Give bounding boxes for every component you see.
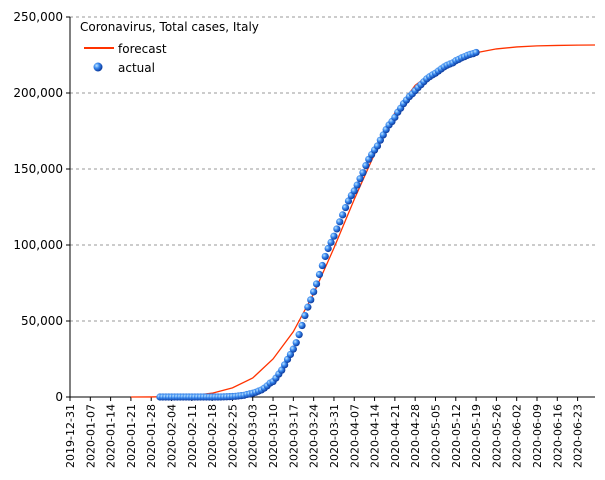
actual-point [379,131,387,139]
x-tick-label: 2020-05-19 [470,404,483,468]
actual-point [350,187,358,195]
actual-point [321,252,329,261]
x-tick-label: 2020-06-09 [531,404,544,468]
actual-point [281,361,289,369]
x-tick-label: 2020-04-21 [389,404,402,468]
actual-point [333,225,341,233]
x-tick-label: 2020-06-23 [572,404,585,468]
actual-point [301,311,309,320]
actual-point [356,175,364,183]
actual-point [359,169,367,177]
actual-point [376,136,384,144]
x-tick-label: 2020-02-25 [226,404,239,468]
x-tick-label: 2020-01-28 [145,404,158,468]
legend-actual-label: actual [118,61,155,75]
actual-point [373,142,382,150]
actual-point [289,345,297,353]
y-tick-label: 50,000 [21,314,63,328]
actual-point [292,339,300,347]
actual-point [286,350,295,359]
actual-point [318,261,326,270]
x-tick-label: 2020-05-26 [490,404,503,468]
actual-point [339,211,347,219]
x-tick-label: 2020-03-24 [308,404,321,468]
legend: Coronavirus, Total cases, Italy forecast… [80,20,259,75]
actual-point [344,197,353,205]
y-tick-label: 150,000 [13,162,63,176]
actual-point [304,303,312,311]
actual-point [312,280,321,288]
x-tick-label: 2020-01-07 [84,404,97,468]
x-tick-label: 2020-02-11 [186,404,199,468]
x-tick-label: 2020-01-21 [125,404,138,468]
x-tick-label: 2020-03-17 [287,404,300,468]
chart-title: Coronavirus, Total cases, Italy [80,20,259,34]
y-tick-label: 250,000 [13,10,63,24]
x-tick-label: 2019-12-31 [64,404,77,468]
x-tick-label: 2020-01-14 [105,404,118,468]
x-tick-label: 2020-04-07 [348,404,361,468]
actual-point [315,270,324,279]
x-tick-label: 2020-06-16 [551,404,564,468]
x-tick-label: 2020-04-28 [409,404,422,468]
y-tick-label: 0 [55,390,63,404]
x-tick-label: 2020-02-18 [206,404,219,468]
actual-point [336,218,344,226]
x-tick-label: 2020-03-31 [328,404,341,468]
actual-point [472,48,480,57]
actual-point [362,161,370,170]
x-tick-label: 2020-04-14 [369,404,382,468]
actual-point [327,238,335,246]
legend-forecast-label: forecast [118,42,167,56]
actual-point [324,244,332,253]
y-tick-label: 100,000 [13,238,63,252]
x-tick-label: 2020-06-02 [511,404,524,468]
y-axis-ticks: 0 50,000 100,000 150,000 200,000 250,000 [13,10,70,404]
x-tick-label: 2020-03-03 [247,404,260,468]
actual-point [353,181,361,189]
actual-point [298,321,306,330]
y-tick-label: 200,000 [13,86,63,100]
actual-point [278,366,286,374]
actual-point [307,296,315,304]
actual-point [341,203,350,212]
x-tick-label: 2020-05-05 [429,404,442,468]
x-tick-label: 2020-03-10 [267,404,280,468]
x-tick-label: 2020-02-04 [166,404,179,468]
legend-actual-swatch [93,62,103,72]
actual-point [295,331,303,339]
x-tick-label: 2020-05-12 [450,404,463,468]
plot-area [130,44,596,401]
actual-point [310,288,318,296]
actual-point [330,232,338,240]
x-axis-ticks: 2019-12-31 2020-01-07 2020-01-14 2020-01-21… [64,397,585,468]
